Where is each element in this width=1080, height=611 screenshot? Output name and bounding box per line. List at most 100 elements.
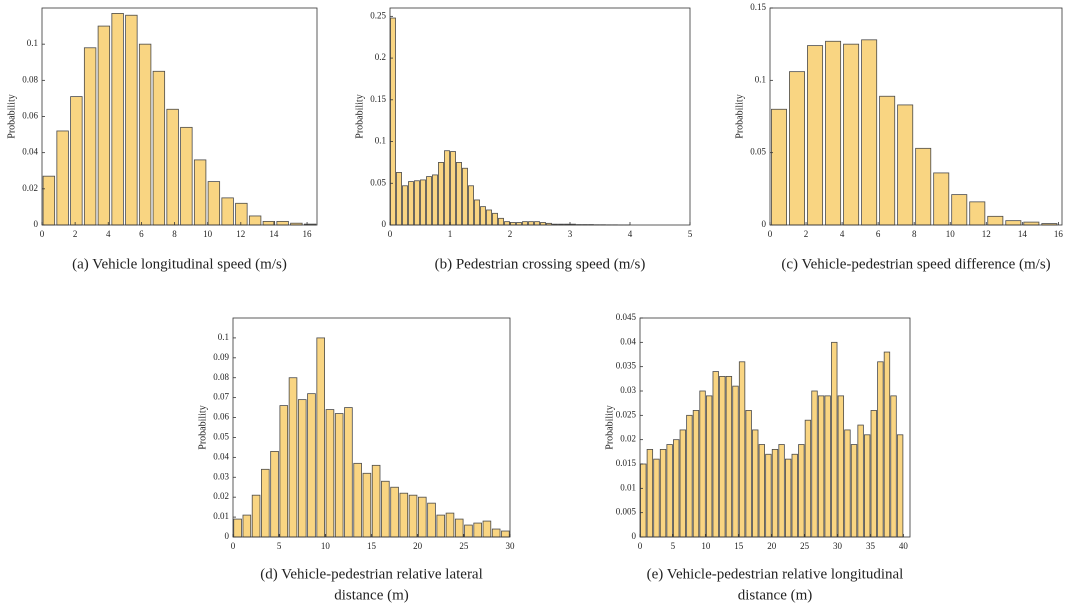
y-tick-label: 0: [225, 531, 230, 541]
bar: [838, 396, 844, 537]
bar: [450, 152, 455, 225]
bar: [713, 372, 719, 537]
x-tick-label: 30: [833, 541, 843, 551]
bar: [98, 26, 110, 225]
bar: [779, 445, 785, 537]
plot-frame: [42, 8, 317, 225]
bar: [236, 203, 248, 225]
y-tick-label: 0.01: [213, 511, 229, 521]
bar: [474, 523, 482, 537]
bar: [693, 410, 699, 537]
bar: [812, 391, 818, 537]
bar: [456, 162, 461, 225]
bar: [153, 71, 165, 225]
bar: [444, 151, 449, 225]
x-tick-label: 0: [768, 229, 773, 239]
bar: [528, 222, 533, 225]
bar: [862, 40, 877, 225]
caption: (b) Pedestrian crossing speed (m/s): [435, 256, 646, 272]
y-tick-label: 0: [632, 531, 637, 541]
y-tick-label: 0.1: [375, 136, 386, 146]
bar: [934, 173, 949, 225]
bar: [970, 202, 985, 225]
y-tick-label: 0.045: [616, 312, 637, 322]
x-tick-label: 5: [671, 541, 676, 551]
y-tick-label: 0.02: [620, 434, 636, 444]
bar: [126, 15, 138, 225]
bar: [483, 521, 491, 537]
bar: [504, 222, 509, 225]
bar: [871, 410, 877, 537]
y-tick-label: 0.035: [616, 361, 637, 371]
bar: [667, 445, 673, 537]
bar: [372, 465, 380, 537]
x-tick-label: 12: [982, 229, 991, 239]
bar: [818, 396, 824, 537]
y-axis-label: Probability: [734, 94, 745, 138]
x-tick-label: 1: [448, 229, 453, 239]
caption: distance (m): [334, 587, 409, 603]
x-tick-label: 5: [277, 541, 282, 551]
y-tick-label: 0.05: [370, 177, 386, 187]
bar: [71, 97, 83, 225]
y-tick-label: 0.1: [755, 74, 766, 84]
bar: [335, 414, 343, 537]
caption: (a) Vehicle longitudinal speed (m/s): [72, 256, 287, 272]
x-tick-label: 8: [912, 229, 917, 239]
x-tick-label: 35: [866, 541, 876, 551]
bar: [952, 195, 967, 225]
bar: [733, 386, 739, 537]
bar: [400, 493, 408, 537]
bar: [280, 406, 288, 537]
x-tick-label: 12: [236, 229, 245, 239]
y-axis-label: Probability: [604, 405, 615, 449]
bar: [426, 177, 431, 225]
bar: [654, 459, 660, 537]
bar: [139, 44, 151, 225]
x-tick-label: 15: [734, 541, 744, 551]
bar: [391, 487, 399, 537]
y-tick-label: 0.03: [620, 385, 636, 395]
bar: [845, 430, 851, 537]
bar: [805, 420, 811, 537]
bar: [418, 497, 426, 537]
bar: [252, 495, 260, 537]
bar: [234, 519, 242, 537]
bar: [792, 454, 798, 537]
bar: [414, 181, 419, 225]
bar: [706, 396, 712, 537]
bar: [673, 440, 679, 537]
bar: [208, 182, 220, 225]
x-tick-label: 0: [231, 541, 236, 551]
y-tick-label: 0.01: [620, 482, 636, 492]
bar: [474, 200, 479, 225]
y-tick-label: 0.25: [370, 10, 386, 20]
bar: [396, 172, 401, 225]
bar: [766, 454, 772, 537]
caption: distance (m): [738, 587, 813, 603]
x-tick-label: 2: [73, 229, 78, 239]
x-tick-label: 10: [321, 541, 331, 551]
bar: [420, 180, 425, 225]
y-tick-label: 0: [34, 219, 39, 229]
bar: [462, 168, 467, 225]
x-tick-label: 10: [203, 229, 213, 239]
y-tick-label: 0.06: [213, 412, 229, 422]
bar: [832, 342, 838, 537]
y-axis-label: Probability: [6, 94, 17, 138]
bar: [167, 109, 179, 225]
bar: [687, 415, 693, 537]
x-tick-label: 2: [508, 229, 513, 239]
y-axis-label: Probability: [197, 405, 208, 449]
bar: [308, 394, 316, 537]
bar: [864, 435, 870, 537]
x-tick-label: 16: [303, 229, 313, 239]
bar: [884, 352, 890, 537]
x-tick-label: 2: [804, 229, 809, 239]
bar: [402, 186, 407, 225]
bar: [1006, 221, 1021, 225]
x-tick-label: 6: [139, 229, 144, 239]
bar: [720, 376, 726, 537]
x-tick-label: 15: [367, 541, 377, 551]
